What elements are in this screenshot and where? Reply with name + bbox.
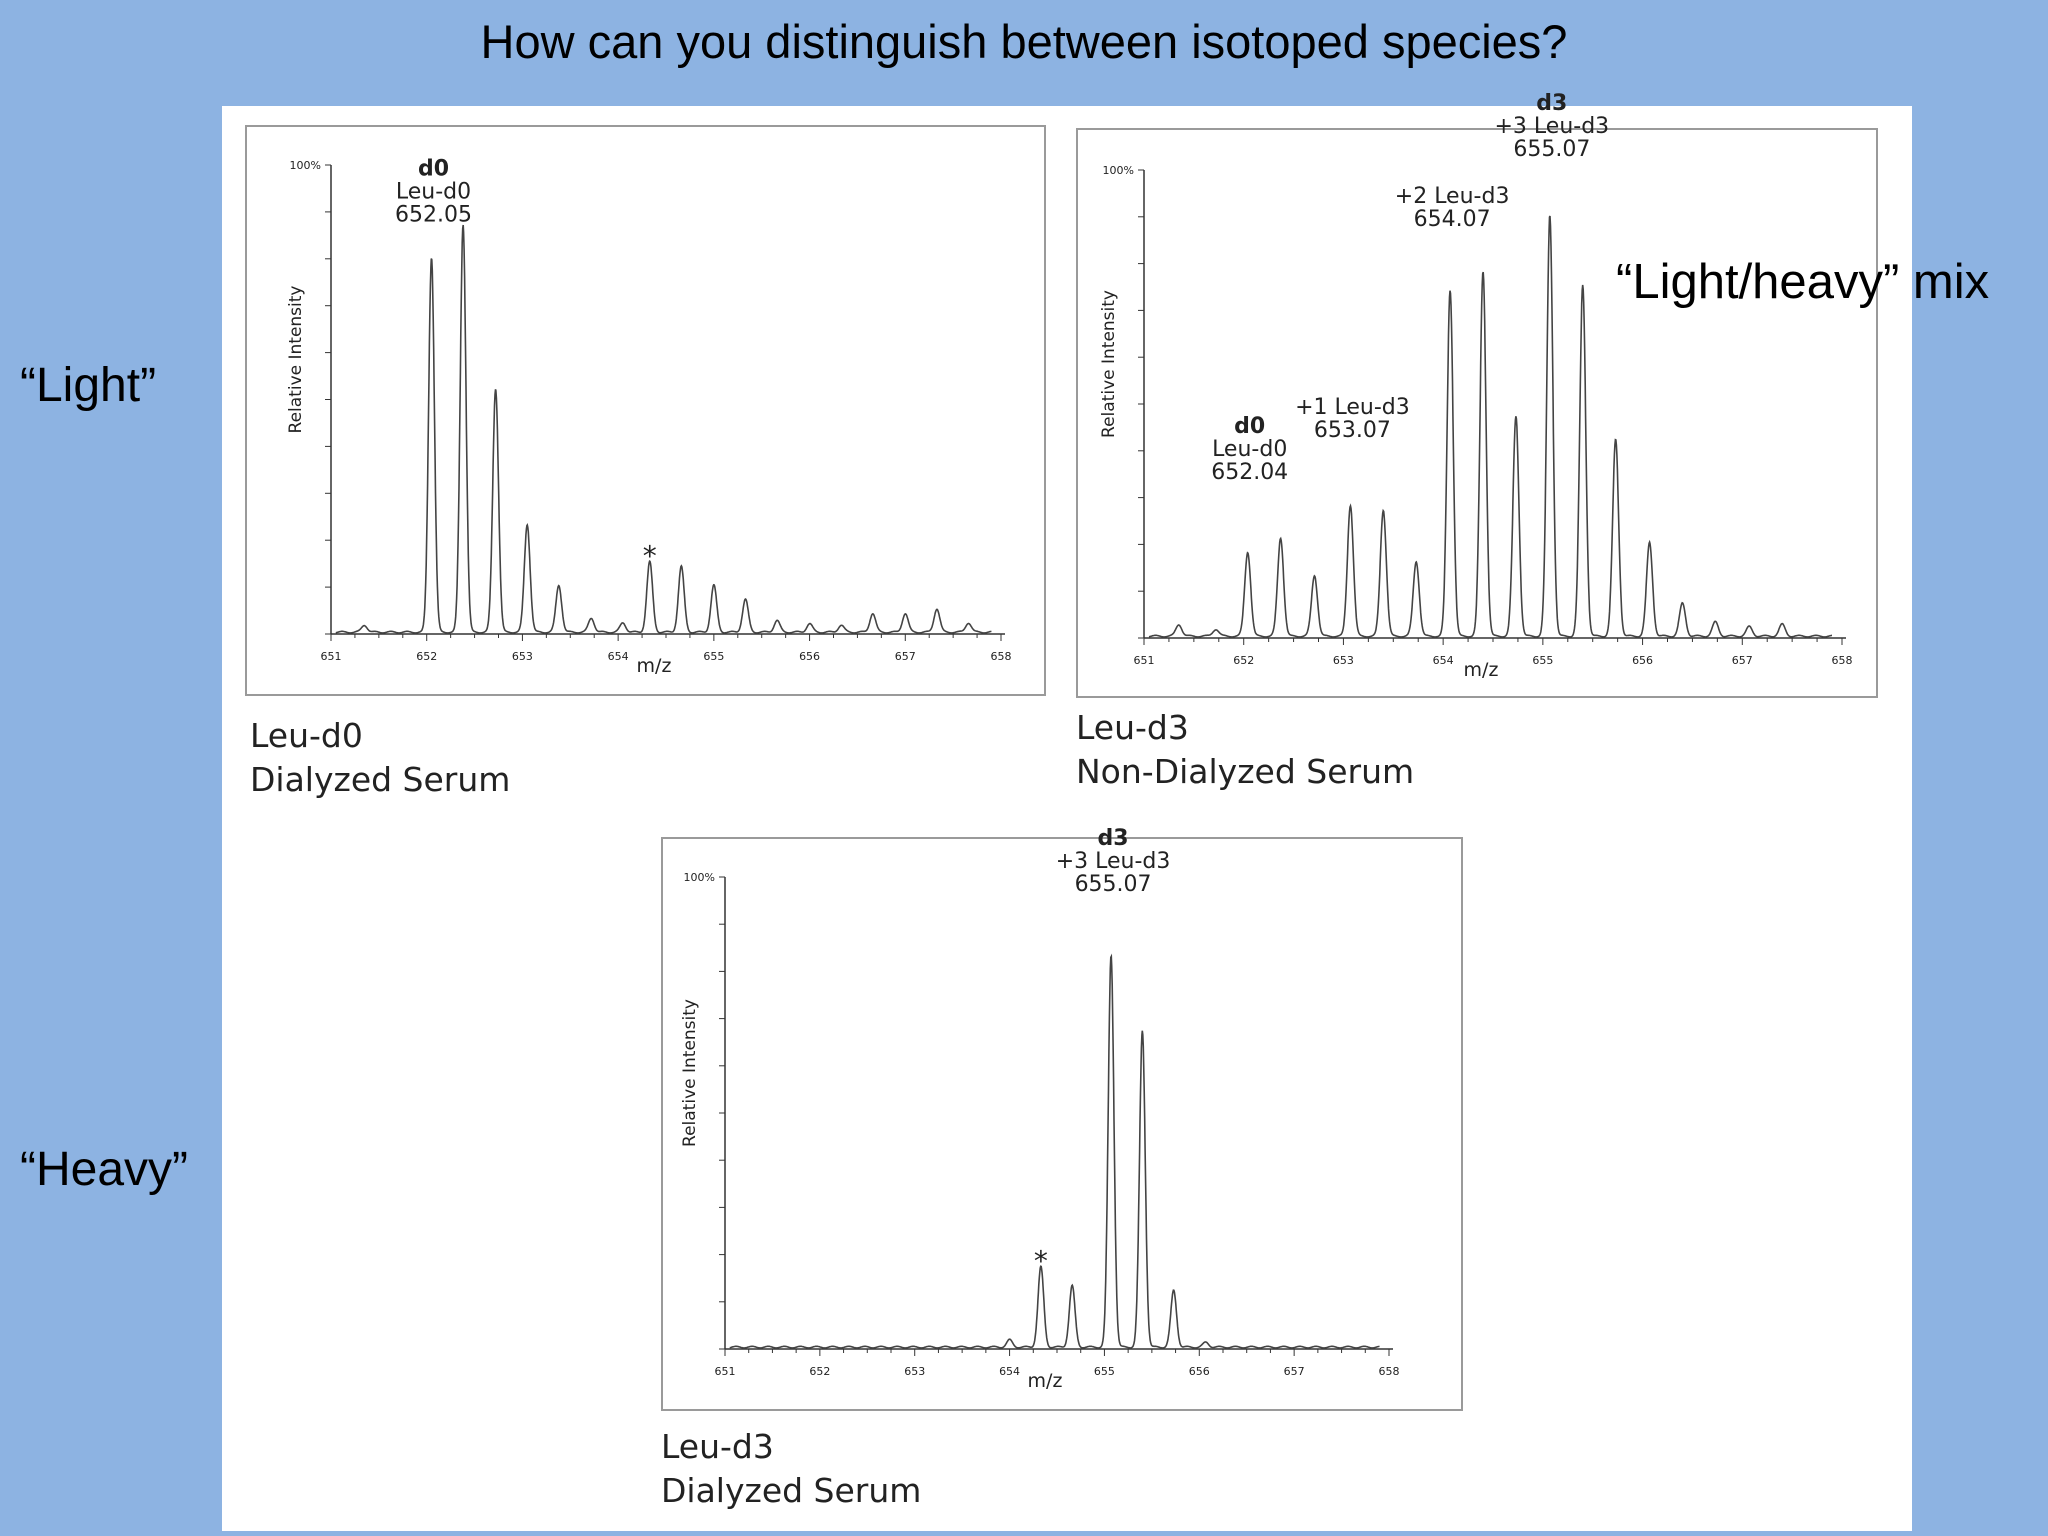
chart-leu-d3-non-dialyzed-svg: 100% Relative Intensity 651 652 653 654 655 656…: [1099, 91, 1853, 681]
spectrum-trace: [1148, 215, 1832, 638]
caption-chart-3-line2: Dialyzed Serum: [661, 1471, 922, 1510]
y-axis-label: Relative Intensity: [680, 999, 700, 1147]
chart-leu-d3-dialyzed: 100% Relative Intensity 651 652 653 654 655 656…: [661, 826, 1463, 1411]
x-tick-label: 653: [904, 1365, 925, 1378]
y-top-label: 100%: [290, 159, 321, 172]
x-tick-label: 653: [512, 650, 533, 663]
mix-label: “Light/heavy” mix: [1616, 255, 1990, 309]
annotation-line: d3: [1536, 91, 1567, 116]
x-tick-label: 655: [1094, 1365, 1115, 1378]
y-axis-label: Relative Intensity: [1099, 290, 1119, 438]
x-tick-label: 651: [1134, 654, 1155, 667]
spectrum-trace: [729, 953, 1380, 1349]
x-axis-label: m/z: [637, 655, 672, 677]
y-top-label: 100%: [684, 871, 715, 884]
x-tick-label: 651: [321, 650, 342, 663]
x-tick-label: 653: [1333, 654, 1354, 667]
annotation-line: +2 Leu-d3: [1395, 184, 1510, 209]
annotation-line: 655.07: [1513, 137, 1590, 162]
peak-annotation-1: *: [1034, 1245, 1048, 1278]
x-tick-label: 654: [999, 1365, 1020, 1378]
annotation-line: d0: [1234, 414, 1265, 439]
x-tick-label: 655: [703, 650, 724, 663]
annotation-line: *: [643, 540, 657, 573]
slide-title: How can you distinguish between isotoped…: [480, 15, 1568, 68]
x-axis-label: m/z: [1028, 1370, 1063, 1392]
x-tick-label: 652: [1233, 654, 1254, 667]
x-tick-label: 655: [1532, 654, 1553, 667]
x-tick-label: 658: [991, 650, 1012, 663]
caption-chart-2-line1: Leu-d3: [1076, 708, 1189, 747]
caption-chart-1-line1: Leu-d0: [250, 716, 363, 755]
annotation-line: 653.07: [1314, 418, 1391, 443]
y-axis-label: Relative Intensity: [286, 286, 306, 434]
caption-chart-3-line1: Leu-d3: [661, 1427, 774, 1466]
chart-leu-d0-dialyzed: 100% Relative Intensity 651 652 653 654 655 656…: [245, 125, 1046, 696]
x-tick-label: 657: [1732, 654, 1753, 667]
x-tick-label: 657: [895, 650, 916, 663]
x-tick-label: 656: [1632, 654, 1653, 667]
caption-chart-1: Leu-d0 Dialyzed Serum: [250, 714, 510, 802]
annotation-line: 654.07: [1414, 207, 1491, 232]
annotation-line: *: [1034, 1245, 1048, 1278]
annotation-line: Leu-d0: [1212, 437, 1287, 462]
x-tick-label: 654: [608, 650, 629, 663]
annotation-line: 652.05: [395, 202, 472, 227]
caption-chart-1-line2: Dialyzed Serum: [250, 760, 511, 799]
caption-chart-3: Leu-d3 Dialyzed Serum: [661, 1425, 921, 1513]
annotation-line: 652.04: [1211, 460, 1288, 485]
y-top-label: 100%: [1103, 164, 1134, 177]
x-tick-label: 658: [1832, 654, 1853, 667]
caption-chart-2: Leu-d3 Non-Dialyzed Serum: [1076, 706, 1414, 794]
x-tick-label: 657: [1284, 1365, 1305, 1378]
annotation-line: +1 Leu-d3: [1295, 395, 1410, 420]
x-tick-label: 652: [416, 650, 437, 663]
annotation-line: +3 Leu-d3: [1056, 849, 1171, 874]
annotation-line: d3: [1098, 826, 1129, 851]
annotation-line: +3 Leu-d3: [1494, 114, 1609, 139]
peak-annotation-1: *: [643, 540, 657, 573]
x-tick-label: 651: [715, 1365, 736, 1378]
annotation-line: 655.07: [1075, 872, 1152, 897]
spectrum-trace: [335, 224, 992, 634]
x-axis-label: m/z: [1464, 659, 1499, 681]
x-tick-label: 658: [1379, 1365, 1400, 1378]
x-tick-label: 654: [1433, 654, 1454, 667]
annotation-line: Leu-d0: [396, 179, 471, 204]
x-tick-label: 656: [799, 650, 820, 663]
x-tick-label: 652: [809, 1365, 830, 1378]
x-tick-label: 656: [1189, 1365, 1210, 1378]
chart-leu-d3-dialyzed-svg: 100% Relative Intensity 651 652 653 654 655 656…: [680, 826, 1400, 1392]
chart-leu-d0-dialyzed-svg: 100% Relative Intensity 651 652 653 654 655 656…: [286, 156, 1012, 677]
chart-leu-d3-non-dialyzed: 100% Relative Intensity 651 652 653 654 655 656…: [1076, 91, 1878, 698]
light-label: “Light”: [20, 359, 157, 412]
caption-chart-2-line2: Non-Dialyzed Serum: [1076, 752, 1415, 791]
heavy-label: “Heavy”: [20, 1143, 189, 1196]
annotation-line: d0: [418, 156, 449, 181]
